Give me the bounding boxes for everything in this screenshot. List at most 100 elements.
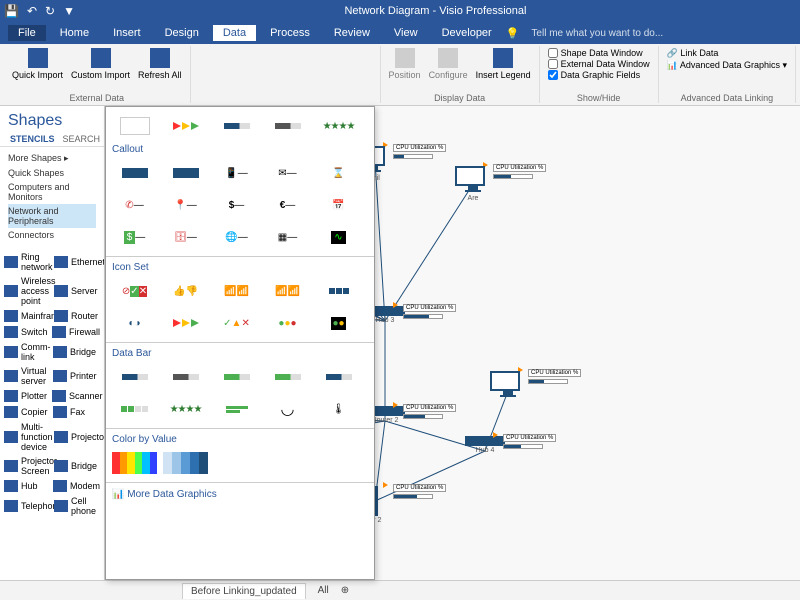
tab-file[interactable]: File [8,25,46,41]
tab-design[interactable]: Design [155,25,209,41]
dg-icon-signs[interactable]: ✓▲✕ [214,310,259,336]
data-graphics-gallery[interactable]: ★★★★ Callout 📱— ✉— ⌛ ✆— 📍— $— €— 📅 $— 🗄—… [105,106,375,580]
dg-icon-thumbs[interactable]: 👍👎 [163,278,208,304]
dg-bar1[interactable] [214,113,259,139]
shape-item[interactable]: Router [54,310,100,322]
shape-item[interactable]: Fax [53,406,100,418]
dg-callout-globe[interactable]: 🌐— [214,224,259,250]
shape-item[interactable]: Ring network [4,252,52,272]
shape-item[interactable]: Cell phone [54,496,100,516]
dg-bar-boxes[interactable] [112,396,157,422]
more-data-graphics[interactable]: 📊 More Data Graphics [106,483,374,506]
dg-callout-dollar[interactable]: $— [214,192,259,218]
dg-flags[interactable] [163,113,208,139]
dg-callout-mail[interactable]: ✉— [265,160,310,186]
qat-dropdown-icon[interactable]: ▼ [63,4,75,18]
dg-callout-phone[interactable]: 📱— [214,160,259,186]
shape-item[interactable]: Telephone [4,496,52,516]
stencil-network[interactable]: Network and Peripherals [8,204,96,228]
dg-icon-wifi2[interactable]: 📶📶 [265,278,310,304]
stencil-quick[interactable]: Quick Shapes [8,166,96,180]
node-hub4[interactable]: Hub 4CPU Utilization % [465,436,505,454]
dg-callout-time[interactable]: ⌛ [316,160,361,186]
sheet-tab[interactable]: Before Linking_updated [182,583,306,599]
search-tab[interactable]: SEARCH [61,132,103,146]
dg-callout-db[interactable]: 🗄— [163,224,208,250]
dg-color-rainbow[interactable] [112,450,157,476]
dg-color-blues[interactable] [163,450,208,476]
insert-legend-button[interactable]: Insert Legend [474,46,533,82]
dg-bar-c[interactable] [214,364,259,390]
shape-item[interactable]: Projector Screen [4,456,52,476]
shape-item[interactable]: Scanner [52,390,100,402]
shape-item[interactable]: Server [54,276,100,306]
stencil-more[interactable]: More Shapes ▸ [8,151,96,166]
dg-callout-money[interactable]: $— [112,224,157,250]
dg-bar-stack[interactable] [214,396,259,422]
dg-callout-cal[interactable]: 📅 [316,192,361,218]
shape-item[interactable]: Multi-function device [4,422,52,452]
shape-item[interactable]: Plotter [4,390,50,402]
tab-process[interactable]: Process [260,25,320,41]
dg-icon-wifi[interactable]: 📶📶 [214,278,259,304]
shape-item[interactable]: Printer [53,366,100,386]
dg-callout-1[interactable] [112,160,157,186]
undo-icon[interactable]: ↶ [27,4,37,18]
dg-icon-dots[interactable]: ●●● [265,310,310,336]
dg-bar-a[interactable] [112,364,157,390]
tab-home[interactable]: Home [50,25,99,41]
shape-item[interactable]: Mainframe [4,310,52,322]
dg-icon-flags2[interactable] [163,310,208,336]
dg-icon-xcheck[interactable]: ⊘✓✕ [112,278,157,304]
tab-review[interactable]: Review [324,25,380,41]
dg-callout-phone2[interactable]: ✆— [112,192,157,218]
dg-bar-d[interactable] [265,364,310,390]
stencils-tab[interactable]: STENCILS [8,132,57,146]
dg-callout-2[interactable] [163,160,208,186]
tell-me-input[interactable]: Tell me what you want to do... [531,28,663,39]
shape-item[interactable]: Copier [4,406,51,418]
dg-icon-pies[interactable]: ◐◑ [112,310,157,336]
dg-bar-e[interactable] [316,364,361,390]
dg-bar2[interactable] [265,113,310,139]
stencil-computers[interactable]: Computers and Monitors [8,180,96,204]
tab-developer[interactable]: Developer [432,25,502,41]
dg-icon-grid[interactable] [316,278,361,304]
dg-bar-stars[interactable]: ★★★★ [163,396,208,422]
node-are[interactable]: AreCPU Utilization % [455,166,491,202]
shape-item[interactable]: Firewall [52,326,100,338]
custom-import-button[interactable]: Custom Import [69,46,132,82]
dg-bar-therm[interactable]: 🌡 [316,396,361,422]
dg-callout-euro[interactable]: €— [265,192,310,218]
stencil-connectors[interactable]: Connectors [8,228,96,242]
refresh-all-button[interactable]: Refresh All [136,46,184,82]
shape-item[interactable]: Bridge [54,456,100,476]
dg-bar-gauge[interactable]: ◡ [265,396,310,422]
dg-callout-pin[interactable]: 📍— [163,192,208,218]
dg-callout-pulse[interactable]: ∿ [316,224,361,250]
link-data-button[interactable]: 🔗 Link Data [667,48,787,59]
configure-button[interactable]: Configure [427,46,470,82]
save-icon[interactable]: 💾 [4,4,19,18]
dg-bar-b[interactable] [163,364,208,390]
shape-item[interactable]: Virtual server [4,366,51,386]
dg-none[interactable] [112,113,157,139]
shape-data-window-checkbox[interactable]: Shape Data Window [548,48,650,58]
shape-item[interactable]: Comm-link [4,342,51,362]
position-button[interactable]: Position [387,46,423,82]
shape-item[interactable]: Bridge [53,342,100,362]
sheet-all[interactable]: All [318,585,329,596]
node-pc9[interactable]: CPU Utilization % [490,371,526,400]
tab-insert[interactable]: Insert [103,25,151,41]
dg-callout-chip[interactable]: ▦— [265,224,310,250]
shape-item[interactable]: Projector [54,422,102,452]
quick-import-button[interactable]: Quick Import [10,46,65,82]
shape-item[interactable]: Wireless access point [4,276,52,306]
external-data-window-checkbox[interactable]: External Data Window [548,59,650,69]
dg-stars[interactable]: ★★★★ [316,113,361,139]
redo-icon[interactable]: ↻ [45,4,55,18]
tab-view[interactable]: View [384,25,428,41]
tab-data[interactable]: Data [213,25,256,41]
shape-item[interactable]: Modem [53,480,100,492]
add-sheet-icon[interactable]: ⊕ [341,585,349,596]
